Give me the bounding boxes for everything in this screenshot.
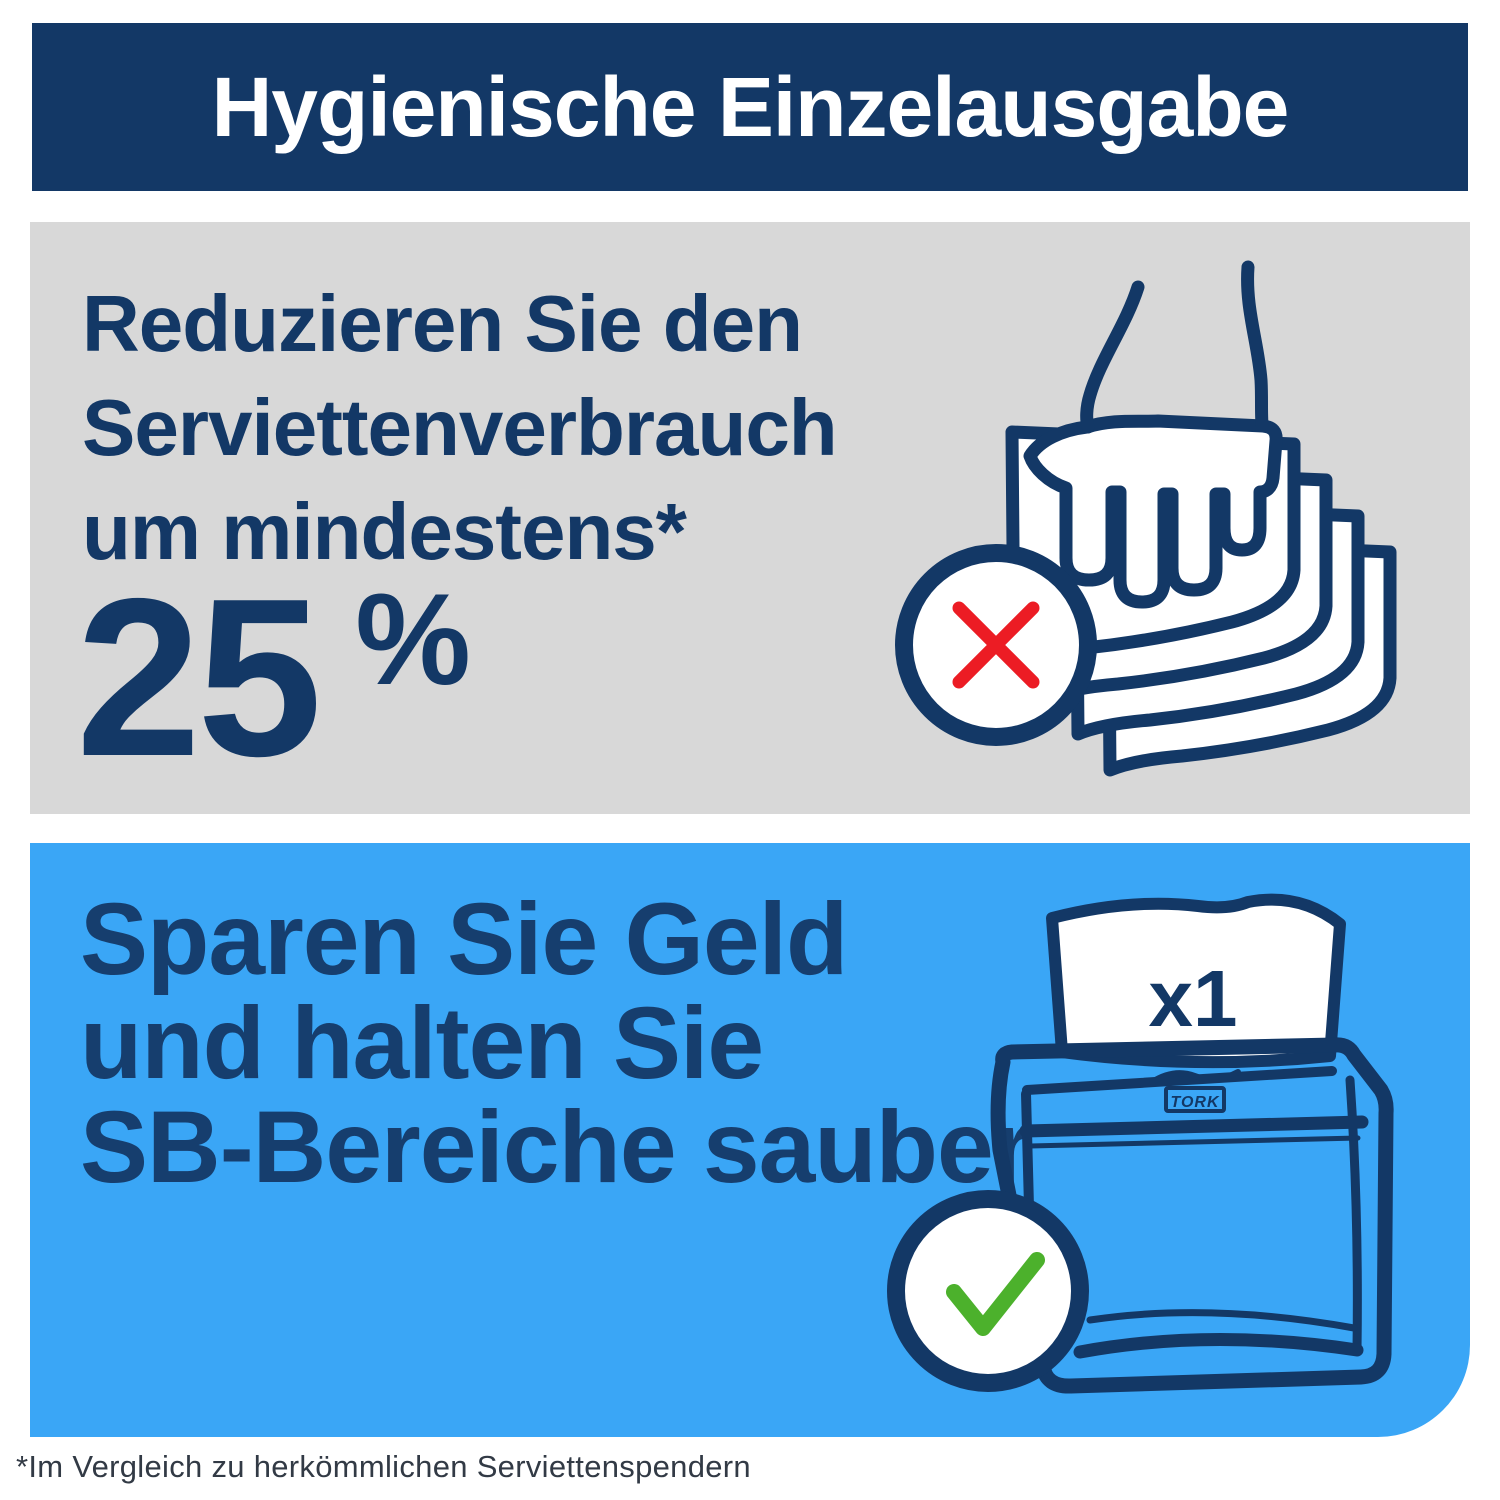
reduction-stat: 25 %: [76, 565, 471, 790]
dispenser-inner-right-edge: [1345, 1075, 1362, 1355]
banner-title: Hygienische Einzelausgabe: [211, 59, 1290, 154]
reduce-heading-line3: um mindestens*: [82, 487, 687, 576]
reduce-heading-line1: Reduzieren Sie den: [82, 279, 803, 368]
hand: [1023, 414, 1283, 609]
percent-sign: %: [355, 566, 471, 712]
wrist-line-right: [1241, 260, 1269, 431]
footnote: *Im Vergleich zu herkömmlichen Serviette…: [16, 1449, 751, 1484]
dispenser-face-bottom-thin: [1086, 1309, 1358, 1332]
dispenser-face-bottom: [1073, 1332, 1364, 1359]
reduction-percentage-value: 25: [76, 551, 322, 803]
save-heading-line3: SB-Bereiche sauber: [80, 1090, 1032, 1204]
save-heading-line2: und halten Sie: [80, 986, 764, 1100]
dispenser-top-band: [1019, 1115, 1369, 1138]
reduce-heading: Reduzieren Sie den Serviettenverbrauch u…: [82, 272, 838, 584]
dispenser-top-band-thin: [1027, 1135, 1361, 1149]
dispenser-body-outline: [990, 1037, 1394, 1394]
red-cross-icon: [895, 544, 1097, 746]
section-save-money: Sparen Sie Geld und halten Sie SB-Bereic…: [30, 843, 1470, 1437]
hand-grabbing-napkins-icon: [895, 260, 1397, 777]
green-check-icon: [887, 1190, 1089, 1392]
napkin-dispenser-icon: x1 TORK: [887, 893, 1394, 1394]
title-banner: Hygienische Einzelausgabe: [32, 23, 1468, 191]
save-heading-line1: Sparen Sie Geld: [80, 882, 848, 996]
tork-logo: TORK: [1149, 1069, 1241, 1113]
dispensed-napkin: [1046, 893, 1346, 1069]
reduce-heading-line2: Serviettenverbrauch: [82, 383, 838, 472]
section-reduce-consumption: Reduzieren Sie den Serviettenverbrauch u…: [30, 222, 1470, 814]
tork-logo-text: TORK: [1170, 1094, 1219, 1111]
save-heading: Sparen Sie Geld und halten Sie SB-Bereic…: [80, 882, 1032, 1204]
wrist-line-left: [1080, 280, 1145, 434]
dispenser-inner-top-edge: [1022, 1066, 1337, 1095]
napkin-count-label: x1: [1149, 954, 1238, 1043]
